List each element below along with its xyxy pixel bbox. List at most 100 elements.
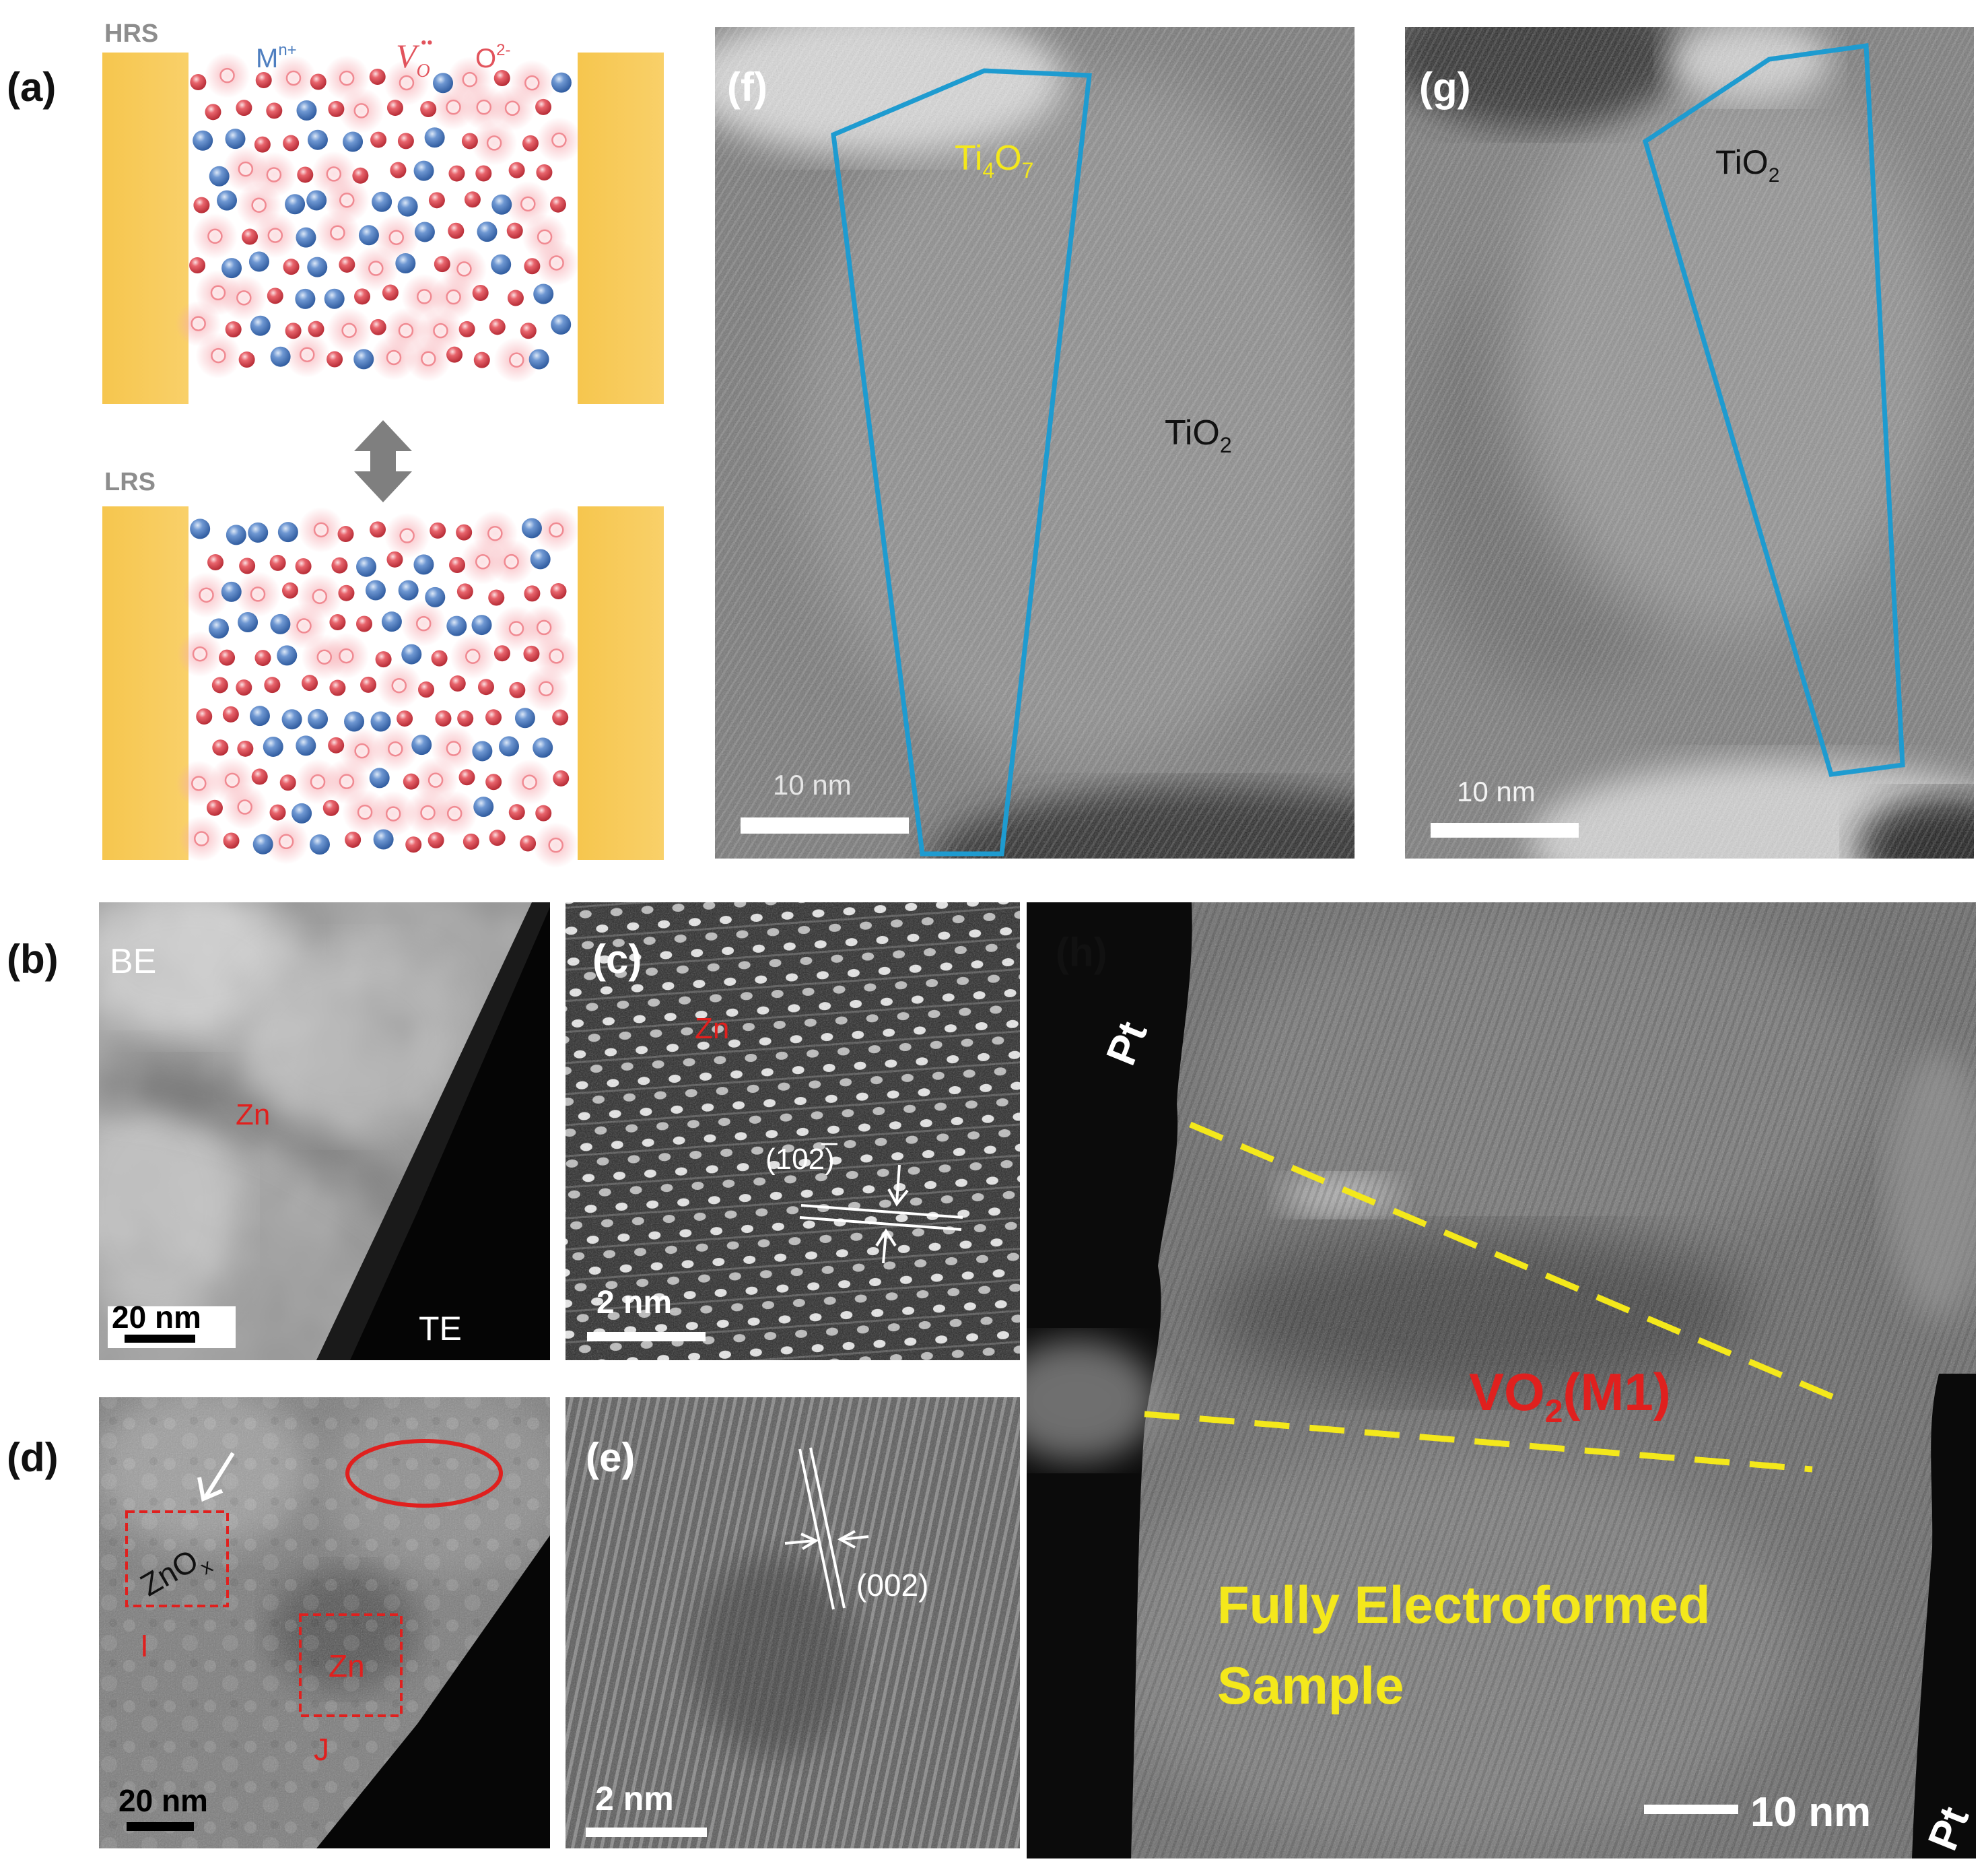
oxygen-ion <box>397 133 414 149</box>
oxygen-ion <box>337 526 354 543</box>
oxygen-vacancy <box>211 347 226 364</box>
hrs-cell: HRS <box>102 20 664 404</box>
oxygen-ion <box>328 737 345 753</box>
metal-ion <box>324 288 345 309</box>
oxygen-ion <box>473 351 490 368</box>
oxygen-vacancy <box>399 75 415 91</box>
arrowhead-down-icon <box>887 1188 909 1207</box>
oxygen-ion <box>523 645 540 662</box>
metal-ion <box>252 834 273 855</box>
oxygen-ion <box>266 102 283 119</box>
arrow-up-icon <box>882 1232 887 1264</box>
oxygen-ion <box>485 774 502 791</box>
metal-ion <box>533 283 554 304</box>
oxygen-vacancy <box>446 805 463 822</box>
oxygen-vacancy <box>354 743 370 759</box>
oxygen-vacancy <box>353 103 370 119</box>
oxygen-vacancy <box>385 806 401 822</box>
plane-label-c: (102) <box>765 1143 835 1176</box>
double-arrow-icon <box>354 420 412 502</box>
zn-label-c: Zn <box>695 1012 729 1045</box>
oxygen-ion <box>238 351 255 368</box>
panel-c-label: (c) <box>592 937 642 982</box>
oxygen-vacancy <box>549 648 564 664</box>
oxygen-ion-legend: O2- <box>475 41 510 73</box>
panel-g-label: (g) <box>1419 65 1471 110</box>
vo2-m1-label: VO2(M1) <box>1469 1362 1671 1430</box>
oxygen-ion <box>535 98 552 115</box>
oxygen-vacancy <box>462 71 478 88</box>
lattice-line-1 <box>800 1204 963 1219</box>
te-label: TE <box>419 1310 462 1347</box>
oxygen-ion <box>236 100 252 116</box>
oxygen-ion <box>463 833 479 850</box>
oxygen-vacancy <box>341 323 357 338</box>
vacancy-legend: VO•• <box>396 33 433 81</box>
metal-ion <box>295 288 316 309</box>
oxygen-ion <box>206 799 223 816</box>
oxygen-ion <box>328 100 345 117</box>
oxygen-ion <box>283 135 300 152</box>
oxygen-ion <box>446 346 463 363</box>
metal-ion <box>285 194 306 215</box>
oxygen-vacancy <box>339 193 355 208</box>
metal-ion <box>551 314 572 335</box>
metal-ion <box>249 706 270 727</box>
oxygen-ion <box>354 288 371 305</box>
oxygen-vacancy <box>388 741 403 757</box>
scale-label-f: 10 nm <box>773 769 852 801</box>
oxygen-ion <box>212 739 229 756</box>
metal-ion <box>514 708 535 729</box>
oxygen-ion <box>553 770 570 786</box>
oxygen-ion <box>302 675 318 692</box>
oxygen-vacancy <box>368 261 384 276</box>
oxygen-vacancy <box>420 805 436 821</box>
metal-ion <box>414 222 435 242</box>
oxygen-ion <box>352 167 369 184</box>
metal-ion <box>530 549 551 570</box>
oxygen-ion <box>254 136 271 153</box>
hrs-label: HRS <box>104 20 158 48</box>
scale-label-d: 20 nm <box>118 1783 208 1818</box>
oxygen-ion <box>535 805 552 822</box>
oxygen-ion <box>360 676 377 693</box>
metal-ion <box>369 768 390 789</box>
oxygen-vacancy <box>296 618 312 634</box>
scale-bar-b <box>125 1335 195 1343</box>
oxygen-vacancy <box>465 648 481 664</box>
metal-ion <box>413 160 434 181</box>
metal-ion <box>308 708 329 729</box>
oxygen-ion <box>370 131 387 148</box>
oxygen-ion <box>295 558 312 574</box>
panel-a: (a) HRS LRS Mn+ VO•• O2- <box>7 20 664 869</box>
metal-ion <box>472 741 493 762</box>
oxygen-vacancy <box>446 289 461 305</box>
lattice-spacing-marker-c <box>799 1164 963 1264</box>
oxygen-vacancy <box>330 225 345 240</box>
oxygen-ion <box>520 323 537 339</box>
oxygen-ion <box>279 774 296 791</box>
region-i-label: I <box>140 1628 149 1663</box>
scale-label-h: 10 nm <box>1750 1789 1871 1836</box>
metal-ion <box>433 73 454 94</box>
panel-g <box>1405 27 1974 859</box>
metal-ion <box>221 581 242 602</box>
oxygen-ion <box>386 100 403 116</box>
oxygen-ion <box>285 323 302 339</box>
oxygen-ion <box>549 196 566 213</box>
metal-ion <box>471 615 492 636</box>
oxygen-vacancy <box>278 834 294 850</box>
panel-f-label: (f) <box>727 65 767 110</box>
panel-f <box>715 27 1355 859</box>
oxygen-vacancy <box>487 525 503 541</box>
species-legend: Mn+ VO•• O2- <box>256 33 510 81</box>
metal-ion <box>306 190 327 211</box>
oxygen-vacancy <box>398 323 414 339</box>
metal-ion <box>401 644 422 665</box>
oxygen-ion <box>386 551 403 568</box>
metal-ion <box>370 711 391 732</box>
oxygen-ion <box>461 133 478 149</box>
metal-ion <box>373 829 394 850</box>
dark-region-d <box>316 1397 550 1848</box>
